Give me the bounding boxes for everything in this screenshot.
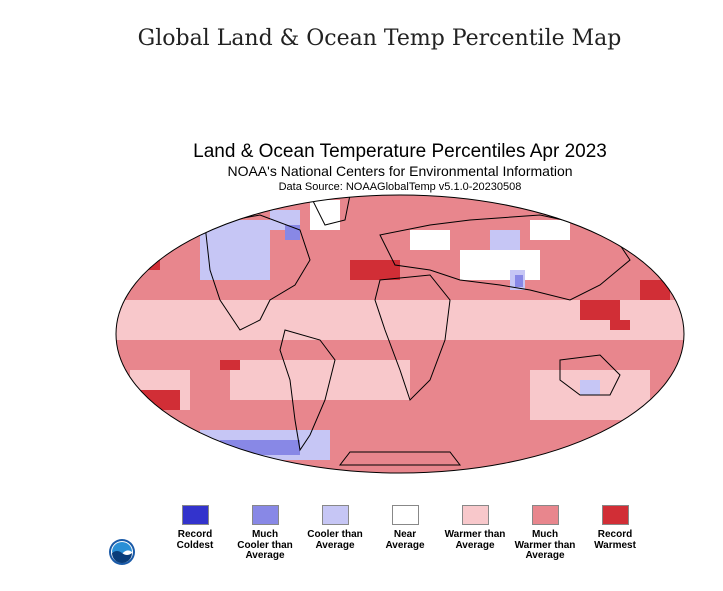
atlantic-record-warm-cell: [350, 260, 400, 280]
page-heading: Global Land & Ocean Temp Percentile Map: [137, 26, 622, 51]
south-pacific-record-warm-cell: [140, 390, 180, 410]
asia-near-average-cell: [460, 250, 540, 280]
australia-outline: [559, 354, 621, 396]
legend-item-much-warmer: Much Warmer than Average: [510, 505, 580, 562]
legend-item-warmer: Warmer than Average: [440, 505, 510, 551]
legend-label: Record Warmest: [594, 529, 636, 551]
africa-outline: [374, 274, 451, 401]
legend-swatch: [461, 505, 489, 525]
southern-ocean-much-cool-cell: [220, 440, 300, 455]
legend-swatch: [251, 505, 279, 525]
north-america-outline: [204, 214, 311, 331]
map-grid-cells: [116, 195, 684, 473]
coral-sea-record-warm-cell: [610, 320, 630, 330]
central-asia-cool-cell: [490, 230, 520, 250]
map-subtitle: NOAA's National Centers for Environmenta…: [227, 163, 573, 179]
percentile-map-figure: Land & Ocean Temperature Percentiles Apr…: [100, 135, 700, 575]
legend-swatch: [181, 505, 209, 525]
legend-label: Record Coldest: [176, 529, 214, 551]
legend-swatch: [321, 505, 349, 525]
map-source: Data Source: NOAAGlobalTemp v5.1.0-20230…: [278, 181, 522, 193]
india-much-cool-cell: [515, 275, 523, 287]
antarctica-outline: [338, 451, 462, 466]
legend-swatch: [531, 505, 559, 525]
greenland-outline: [309, 195, 351, 226]
south-america-outline: [279, 329, 336, 452]
legend-swatch: [601, 505, 629, 525]
north-pacific-record-warm-cell: [640, 280, 670, 300]
australia-cool-cell: [580, 380, 600, 395]
legend: Record Coldest Much Cooler than Average …: [160, 505, 640, 575]
legend-swatch: [391, 505, 419, 525]
legend-item-much-cooler: Much Cooler than Average: [230, 505, 300, 562]
pacific-record-warm-cell: [120, 250, 160, 270]
noaa-logo-icon: [109, 539, 135, 565]
legend-item-record-coldest: Record Coldest: [160, 505, 230, 551]
south-atlantic-cell: [230, 360, 410, 400]
eurasia-outline: [379, 214, 631, 301]
europe-near-average-cell: [410, 230, 450, 250]
world-map: [115, 194, 685, 474]
coastlines: [204, 195, 631, 466]
legend-label: Cooler than Average: [307, 529, 363, 551]
map-title: Land & Ocean Temperature Percentiles Apr…: [193, 141, 607, 162]
west-pacific-record-warm-cell: [580, 300, 620, 320]
legend-item-cooler: Cooler than Average: [300, 505, 370, 551]
legend-label: Near Average: [385, 529, 425, 551]
legend-label: Much Cooler than Average: [237, 529, 293, 561]
siberia-near-average-cell: [530, 220, 570, 240]
legend-item-near-average: Near Average: [370, 505, 440, 551]
globe-border: [115, 194, 685, 474]
legend-item-record-warmest: Record Warmest: [580, 505, 650, 551]
legend-label: Warmer than Average: [444, 529, 506, 551]
pacific-record-warm-small-cell: [220, 360, 240, 370]
legend-label: Much Warmer than Average: [514, 529, 576, 561]
